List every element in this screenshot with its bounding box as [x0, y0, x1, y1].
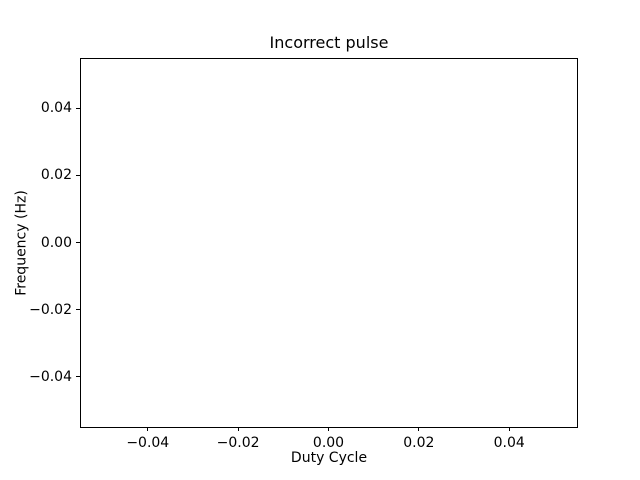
x-tick-mark	[147, 427, 149, 431]
y-tick-label: −0.02	[29, 301, 72, 318]
x-tick-label: −0.02	[216, 435, 260, 451]
y-tick-mark	[76, 309, 80, 311]
x-tick-mark	[418, 427, 420, 431]
x-axis-label: Duty Cycle	[290, 450, 368, 466]
y-tick-mark	[76, 107, 80, 109]
chart-title: Incorrect pulse	[269, 33, 389, 52]
y-tick-mark	[76, 376, 80, 378]
y-tick-label: −0.04	[29, 368, 72, 385]
x-tick-mark	[328, 427, 329, 431]
x-tick-label: 0.02	[403, 435, 435, 451]
x-tick-mark	[237, 427, 239, 431]
x-tick-label: 0.00	[312, 435, 345, 451]
x-tick-label: 0.04	[493, 435, 525, 451]
x-tick-label: −0.04	[126, 435, 170, 451]
y-tick-label: 0.04	[40, 100, 72, 117]
y-tick-label: 0.00	[40, 234, 72, 251]
plot-area	[80, 58, 578, 428]
x-tick-mark	[508, 427, 510, 431]
y-axis-label: Frequency (Hz)	[13, 190, 30, 296]
y-tick-mark	[76, 174, 80, 176]
y-tick-mark	[76, 242, 80, 243]
y-tick-label: 0.02	[40, 167, 72, 184]
